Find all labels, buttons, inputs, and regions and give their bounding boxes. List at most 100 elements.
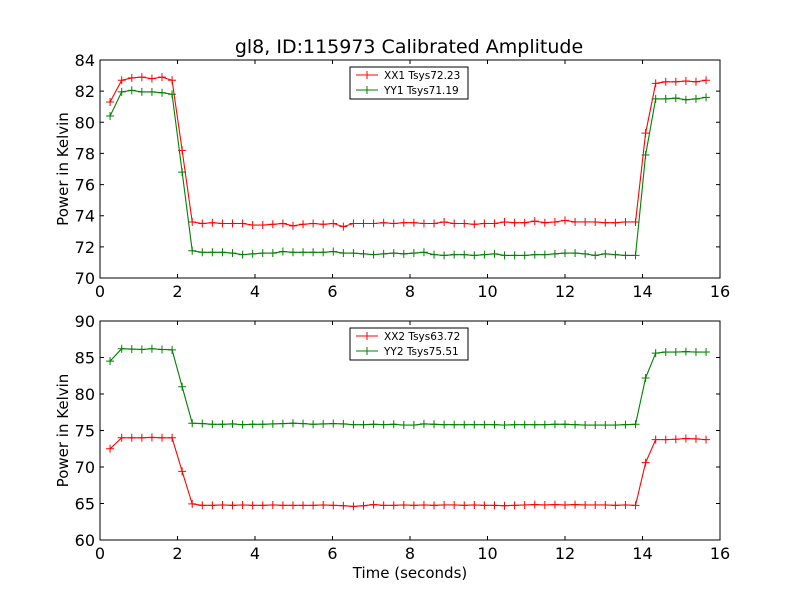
data-point bbox=[158, 88, 166, 97]
x-tick-label: 8 bbox=[405, 544, 415, 563]
y-axis-label: Power in Kelvin bbox=[54, 374, 72, 488]
x-tick-label: 6 bbox=[327, 282, 337, 301]
data-point bbox=[198, 219, 207, 228]
data-point bbox=[601, 249, 610, 258]
data-point bbox=[248, 420, 257, 429]
data-point bbox=[158, 73, 166, 82]
data-point bbox=[691, 434, 700, 443]
data-point bbox=[137, 433, 146, 442]
data-point bbox=[480, 501, 489, 510]
data-point bbox=[681, 95, 690, 104]
data-point bbox=[168, 76, 177, 85]
data-point bbox=[248, 221, 257, 230]
data-point bbox=[208, 420, 217, 429]
data-point bbox=[399, 500, 408, 509]
data-point bbox=[238, 250, 247, 259]
data-point bbox=[339, 419, 348, 428]
data-point bbox=[631, 420, 640, 429]
figure-title: gl8, ID:115973 Calibrated Amplitude bbox=[235, 36, 583, 58]
data-point bbox=[359, 501, 368, 510]
data-point bbox=[278, 247, 287, 256]
data-point bbox=[379, 218, 388, 227]
series-line-1 bbox=[109, 436, 707, 507]
data-point bbox=[550, 249, 559, 258]
data-point bbox=[591, 251, 600, 260]
data-point bbox=[641, 129, 650, 138]
data-point bbox=[178, 467, 187, 476]
data-point bbox=[168, 90, 177, 99]
data-point bbox=[480, 250, 489, 259]
data-point bbox=[661, 435, 670, 444]
data-point bbox=[671, 348, 680, 357]
y-tick-label: 72 bbox=[75, 238, 95, 257]
data-point bbox=[430, 219, 439, 228]
data-point bbox=[470, 220, 479, 229]
data-point bbox=[520, 251, 529, 260]
data-point bbox=[299, 220, 308, 229]
data-point bbox=[319, 419, 328, 428]
data-point bbox=[299, 419, 308, 428]
data-point bbox=[702, 93, 711, 102]
data-point bbox=[440, 500, 449, 509]
data-point bbox=[430, 420, 439, 429]
data-point bbox=[147, 433, 156, 442]
data-point bbox=[561, 420, 569, 429]
x-tick-label: 10 bbox=[477, 544, 497, 563]
legend-label: YY2 Tsys75.51 bbox=[383, 346, 459, 358]
data-point bbox=[106, 444, 115, 453]
data-point bbox=[319, 220, 328, 229]
x-tick-label: 0 bbox=[95, 282, 105, 301]
data-point bbox=[268, 220, 277, 229]
data-point bbox=[288, 221, 297, 230]
data-point bbox=[218, 219, 227, 228]
data-point bbox=[158, 345, 166, 354]
data-point bbox=[117, 433, 126, 442]
data-point bbox=[691, 348, 700, 357]
data-point bbox=[349, 502, 358, 511]
data-point bbox=[399, 421, 408, 430]
data-point bbox=[309, 420, 318, 429]
data-point bbox=[127, 86, 136, 95]
data-point bbox=[651, 94, 660, 103]
data-point bbox=[399, 218, 408, 227]
data-point bbox=[117, 344, 126, 353]
data-point bbox=[691, 77, 700, 86]
data-point bbox=[299, 248, 308, 257]
data-point bbox=[329, 501, 338, 510]
data-point bbox=[591, 421, 600, 430]
legend-label: XX2 Tsys63.72 bbox=[384, 331, 460, 343]
data-point bbox=[278, 419, 287, 428]
data-point bbox=[147, 344, 156, 353]
x-tick-label: 0 bbox=[95, 544, 105, 563]
y-tick-label: 70 bbox=[75, 458, 95, 477]
data-point bbox=[389, 249, 398, 258]
legend-box bbox=[349, 327, 469, 361]
data-point bbox=[490, 420, 499, 429]
legend-label: YY1 Tsys71.19 bbox=[383, 85, 459, 97]
series-markers-1 bbox=[106, 73, 711, 231]
data-point bbox=[671, 94, 680, 103]
data-point bbox=[369, 219, 378, 228]
data-point bbox=[470, 420, 479, 429]
data-point bbox=[268, 249, 277, 258]
data-point bbox=[127, 73, 136, 82]
data-point bbox=[540, 420, 549, 429]
data-point bbox=[409, 218, 418, 227]
data-point bbox=[309, 501, 318, 510]
data-point bbox=[460, 420, 469, 429]
data-point bbox=[137, 73, 146, 82]
y-tick-label: 65 bbox=[75, 495, 95, 514]
data-point bbox=[147, 87, 156, 96]
data-point bbox=[258, 420, 267, 429]
data-point bbox=[702, 435, 711, 444]
data-point bbox=[621, 217, 630, 226]
data-point bbox=[460, 501, 469, 510]
data-point bbox=[198, 248, 207, 257]
data-point bbox=[591, 217, 600, 226]
x-tick-label: 12 bbox=[555, 544, 575, 563]
data-point bbox=[288, 248, 297, 257]
data-point bbox=[561, 500, 569, 509]
data-point bbox=[661, 77, 670, 86]
data-point bbox=[228, 219, 237, 228]
data-point bbox=[339, 501, 348, 510]
